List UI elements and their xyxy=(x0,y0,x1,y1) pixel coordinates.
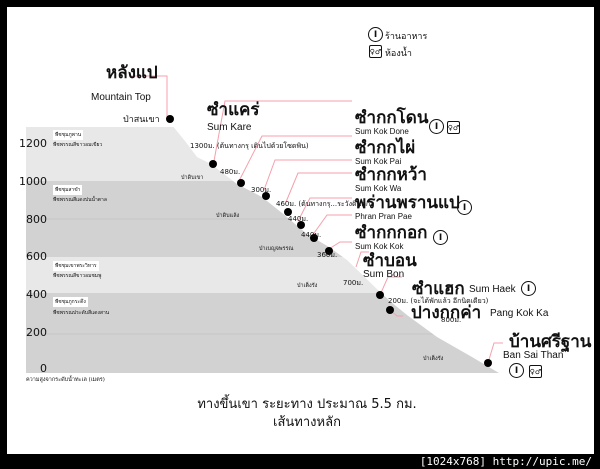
stop-name-th: ซำกกโดน xyxy=(355,108,429,128)
legend-restroom-label: ห้องน้ำ xyxy=(385,49,412,59)
profile-graphic xyxy=(26,7,594,373)
distance-label: 460ม. (ต้นทางกรุ...ระวังดินตก) xyxy=(276,200,373,208)
restroom-icon: ♀♂ xyxy=(447,121,460,134)
stop-name-en: Phran Pran Pae xyxy=(355,212,412,221)
forest-label: ป่าเบญจพรรณ xyxy=(259,246,294,252)
y-axis-label: ความสูงจากระดับน้ำทะเล (เมตร) xyxy=(26,377,105,383)
zone-description: พืชพรรณสีขาวอมเขียว xyxy=(53,142,103,148)
footer-watermark: [1024x768] http://upic.me/ xyxy=(419,455,592,468)
stop-name-en: Sum Haek xyxy=(469,284,516,295)
zone-badge: พืชชุมเขาพระวิหาร xyxy=(53,261,99,271)
y-tick: 1000 xyxy=(19,175,47,188)
distance-label: 440ม. xyxy=(288,215,309,223)
zone-description: พืชพรรณสีขาวอมชมพู xyxy=(53,273,102,279)
zone-badge: พืชชุมภูพาน xyxy=(53,130,84,140)
footer-bar: [1024x768] http://upic.me/ xyxy=(0,454,600,469)
elevation-diagram: ⵏ ร้านอาหาร ♀♂ ห้องน้ำ 1200 1000 800 600… xyxy=(7,7,594,454)
restaurant-icon: ⵏ xyxy=(509,363,524,378)
stop-name-en: Sum Kok Done xyxy=(355,127,409,136)
stop-name-th: ซำแคร่ xyxy=(207,100,260,120)
y-tick: 600 xyxy=(26,250,47,263)
distance-label: 480ม. xyxy=(220,168,241,176)
zone-badge: พืชชุมภูกระดึง xyxy=(53,297,88,307)
stop-name-en: Sum Kok Wa xyxy=(355,184,402,193)
legend-restaurant-label: ร้านอาหาร xyxy=(385,32,428,42)
zone-badge: พืชชุมสาขำ xyxy=(53,185,83,195)
stop-name-en: Sum Bon xyxy=(363,269,405,280)
stop-name-th: ปางกกค่า xyxy=(411,303,482,323)
forest-label: ป่าสนเขา xyxy=(123,115,160,125)
forest-label: ป่าดิบเขา xyxy=(181,175,204,181)
y-tick: 800 xyxy=(26,213,47,226)
stop-name-en: Ban Sai Than xyxy=(503,350,564,361)
stop-name-en: Sum Kok Pai xyxy=(355,157,402,166)
distance-label: 360ม. xyxy=(317,251,338,259)
y-tick: 0 xyxy=(40,362,47,375)
stop-name-en: Mountain Top xyxy=(91,92,151,103)
restaurant-icon: ⵏ xyxy=(433,230,448,245)
stop-name-th: ซำกกไผ่ xyxy=(355,138,416,158)
y-tick: 400 xyxy=(26,288,47,301)
forest-label: ป่าเต็งรัง xyxy=(297,283,318,289)
distance-label: 800ม. xyxy=(441,316,462,324)
stop-name-th: พร่านพรานแป xyxy=(355,193,460,213)
stop-name-th: ซำบอน xyxy=(363,251,417,271)
restroom-icon: ♀♂ xyxy=(529,365,542,378)
stop-name-en: Pang Kok Ka xyxy=(490,308,549,319)
y-tick: 1200 xyxy=(19,137,47,150)
caption-subtitle: เส้นทางหลัก xyxy=(273,415,341,430)
stop-name-th: ซำกกกอก xyxy=(355,223,428,243)
distance-label: 440ม. xyxy=(301,231,322,239)
distance-label: 300ม. xyxy=(251,186,272,194)
stop-name-th: ซำแฮก xyxy=(412,279,465,299)
zone-description: พืชพรรณประดับสีแดงสาน xyxy=(53,310,110,316)
stop-name-th: บ้านศรีฐาน xyxy=(509,332,592,352)
distance-label: 1300ม. (ต้นทางกรุ เดินไปด้วยโซดพิน) xyxy=(190,142,309,150)
stop-name-th: หลังแป xyxy=(106,63,158,83)
y-tick: 200 xyxy=(26,326,47,339)
stop-name-th: ซำกกหว้า xyxy=(355,165,427,185)
restaurant-icon: ⵏ xyxy=(521,281,536,296)
stop-name-en: Sum Kare xyxy=(207,122,252,133)
stop-name-en: Sum Kok Kok xyxy=(355,242,404,251)
distance-label: 700ม. xyxy=(343,279,364,287)
restaurant-icon: ⵏ xyxy=(429,119,444,134)
forest-label: ป่าดิบแล้ง xyxy=(216,213,240,219)
restroom-icon: ♀♂ xyxy=(369,45,382,58)
restaurant-icon: ⵏ xyxy=(368,27,383,42)
zone-description: พืชพรรณสีแดงปนน้ำตาล xyxy=(53,197,107,203)
caption-title: ทางขึ้นเขา ระยะทาง ประมาณ 5.5 กม. xyxy=(197,397,417,412)
distance-label: 200ม. (จะได้พักแล้ว อีกนิดเดียว) xyxy=(388,297,489,305)
forest-label: ป่าเต็งรัง xyxy=(423,356,444,362)
restaurant-icon: ⵏ xyxy=(457,200,472,215)
